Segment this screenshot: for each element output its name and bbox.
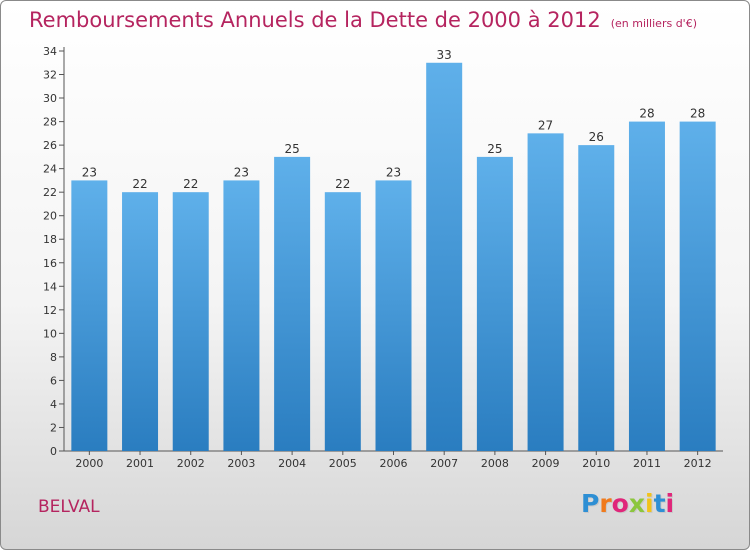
y-tick-label: 26 — [43, 139, 57, 152]
logo-letter: t — [653, 489, 666, 518]
y-tick-label: 22 — [43, 186, 57, 199]
data-label: 27 — [538, 118, 553, 132]
bar — [274, 156, 311, 451]
logo-letter: r — [599, 489, 612, 518]
data-label: 22 — [132, 177, 147, 191]
bar — [172, 192, 209, 452]
x-tick-label: 2012 — [684, 457, 712, 470]
data-label: 28 — [690, 107, 705, 121]
x-tick-label: 2007 — [430, 457, 458, 470]
proxiti-logo: Proxiti — [581, 489, 674, 518]
bar-layer — [71, 62, 716, 452]
data-label: 23 — [386, 165, 401, 179]
x-tick-label: 2010 — [582, 457, 610, 470]
x-tick-label: 2009 — [532, 457, 560, 470]
y-tick-label: 10 — [43, 327, 57, 340]
logo-letter: o — [611, 489, 629, 518]
data-label: 25 — [284, 142, 299, 156]
data-label: 25 — [487, 142, 502, 156]
y-tick-label: 14 — [43, 280, 57, 293]
data-label: 23 — [234, 165, 249, 179]
bar — [122, 192, 159, 452]
y-tick-label: 24 — [43, 163, 57, 176]
x-tick-label: 2003 — [227, 457, 255, 470]
data-label: 23 — [82, 165, 97, 179]
data-label: 33 — [437, 48, 452, 62]
title-text: Remboursements Annuels de la Dette de 20… — [29, 8, 601, 32]
logo-letter: i — [645, 489, 654, 518]
y-tick-label: 2 — [50, 421, 57, 434]
x-tick-label: 2011 — [633, 457, 661, 470]
bar — [71, 180, 108, 452]
bar — [324, 192, 361, 452]
commune-name: BELVAL — [38, 497, 100, 517]
x-tick-label: 2005 — [329, 457, 357, 470]
label-layer: 2000 23 2001 22 2002 22 2003 23 2004 25 2005 22 2006… — [75, 48, 711, 470]
data-label: 22 — [335, 177, 350, 191]
x-tick-label: 2004 — [278, 457, 306, 470]
chart-title: Remboursements Annuels de la Dette de 20… — [29, 8, 697, 32]
data-label: 22 — [183, 177, 198, 191]
bar — [223, 180, 260, 452]
y-tick-label: 6 — [50, 374, 57, 387]
y-tick-label: 4 — [50, 398, 57, 411]
bar — [527, 133, 564, 451]
y-tick-label: 28 — [43, 116, 57, 129]
y-tick-label: 0 — [50, 445, 57, 458]
bar — [476, 156, 513, 451]
bar — [375, 180, 412, 452]
y-tick-label: 18 — [43, 233, 57, 246]
y-tick-label: 20 — [43, 210, 57, 223]
title-unit: (en milliers d'€) — [610, 17, 697, 30]
y-tick-label: 32 — [43, 69, 57, 82]
y-tick-label: 12 — [43, 304, 57, 317]
x-tick-label: 2008 — [481, 457, 509, 470]
x-tick-label: 2000 — [75, 457, 103, 470]
x-tick-label: 2001 — [126, 457, 154, 470]
bar — [679, 121, 716, 452]
bar — [578, 145, 615, 451]
y-tick-label: 30 — [43, 92, 57, 105]
data-label: 28 — [639, 107, 654, 121]
data-label: 26 — [589, 130, 604, 144]
x-tick-label: 2006 — [380, 457, 408, 470]
bar — [628, 121, 665, 452]
bar — [426, 62, 463, 451]
y-tick-label: 8 — [50, 351, 57, 364]
logo-letter: i — [665, 489, 675, 518]
y-tick-label: 16 — [43, 257, 57, 270]
logo-letter: x — [628, 489, 645, 518]
y-tick-label: 34 — [43, 45, 57, 58]
x-tick-label: 2002 — [177, 457, 205, 470]
logo-letter: P — [581, 489, 600, 518]
